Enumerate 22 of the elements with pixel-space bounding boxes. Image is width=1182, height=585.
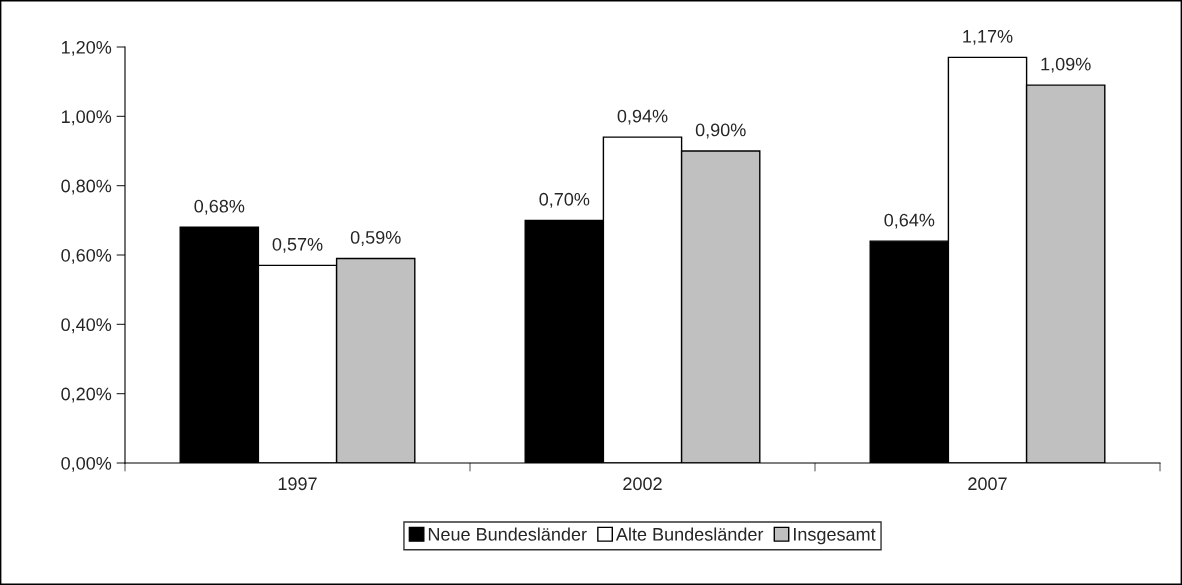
data-label: 0,70% bbox=[539, 192, 590, 208]
y-tick-label: 0,80% bbox=[61, 179, 112, 195]
data-label: 1,17% bbox=[963, 30, 1013, 45]
y-tick-label: 1,00% bbox=[61, 110, 112, 126]
data-label: 0,59% bbox=[350, 231, 401, 246]
data-label: 0,64% bbox=[884, 213, 935, 229]
y-tick-label: 0,40% bbox=[61, 318, 112, 334]
data-label: 0,94% bbox=[617, 109, 668, 125]
legend-label: Insgesamt bbox=[794, 528, 876, 545]
x-tick-label: 1997 bbox=[278, 477, 317, 491]
y-tick-label: 1,20% bbox=[61, 40, 112, 56]
y-tick-label: 0,00% bbox=[61, 456, 112, 472]
data-label: 0,68% bbox=[194, 199, 245, 215]
legend-label: Alte Bundesländer bbox=[615, 527, 764, 541]
legend-label: Neue Bundesländer bbox=[428, 527, 587, 541]
data-label: 0,57% bbox=[272, 237, 323, 253]
y-tick-label: 0,20% bbox=[61, 387, 112, 403]
data-label: 1,09% bbox=[1041, 57, 1091, 73]
y-tick-label: 0,60% bbox=[61, 248, 112, 264]
data-label: 0,90% bbox=[695, 123, 746, 139]
x-tick-label: 2007 bbox=[968, 477, 1007, 491]
x-tick-label: 2002 bbox=[623, 477, 662, 491]
